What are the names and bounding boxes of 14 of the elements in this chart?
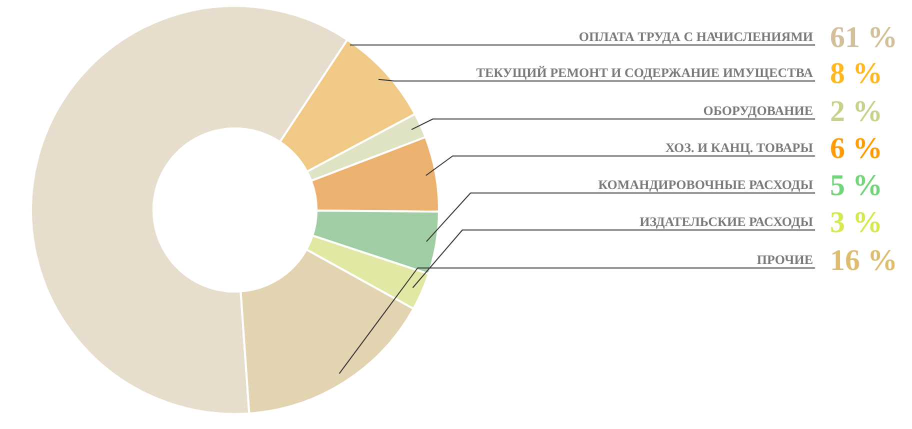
slice-label: ОПЛАТА ТРУДА С НАЧИСЛЕНИЯМИ [578,29,813,44]
slice-label: КОМАНДИРОВОЧНЫЕ РАСХОДЫ [598,177,814,192]
data-label: 8 % [830,57,882,90]
slice-label: ОБОРУДОВАНИЕ [703,103,813,118]
data-label: 61 % [830,21,898,54]
slice-label: ИЗДАТЕЛЬСКИЕ РАСХОДЫ [640,214,814,229]
slice-label: ХОЗ. И КАНЦ. ТОВАРЫ [665,140,814,155]
data-label: 16 % [830,244,898,277]
data-label: 6 % [830,132,882,165]
data-label: 5 % [830,169,882,202]
data-label: 2 % [830,95,882,128]
slice-label: ТЕКУЩИЙ РЕМОНТ И СОДЕРЖАНИЕ ИМУЩЕСТВА [476,65,814,80]
slice-label: ПРОЧИЕ [756,252,813,267]
data-label: 3 % [830,206,882,239]
